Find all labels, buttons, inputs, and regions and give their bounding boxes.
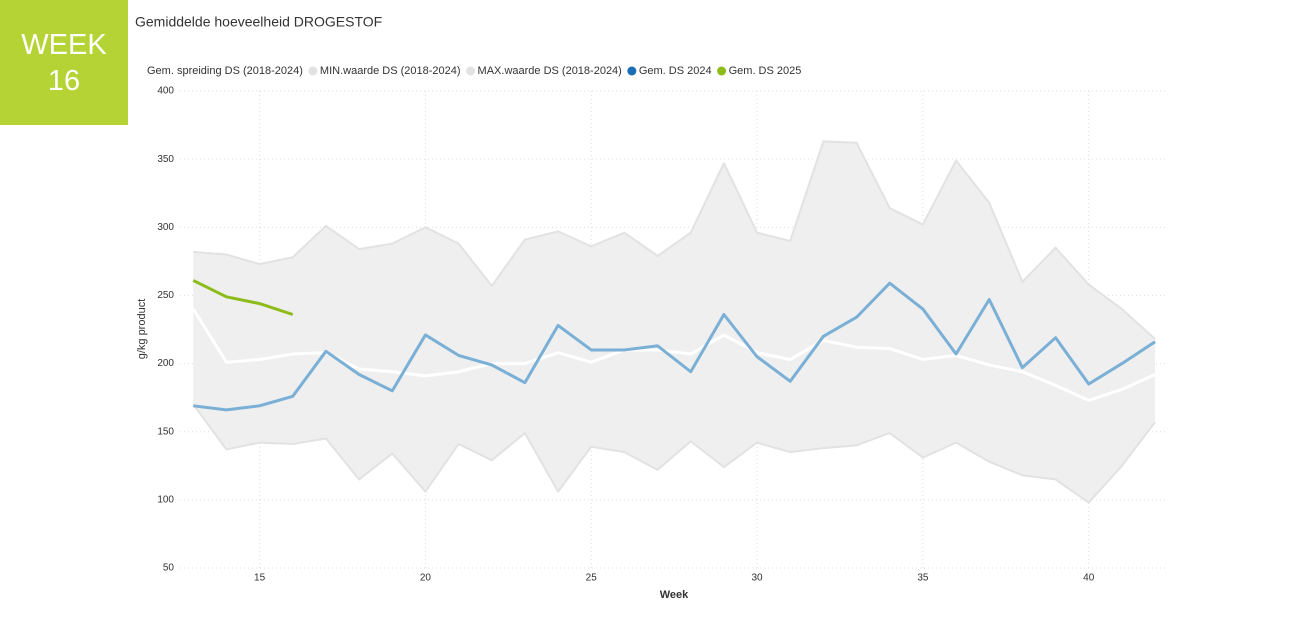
x-tick-label: 35 bbox=[917, 573, 929, 584]
legend-marker bbox=[466, 66, 476, 76]
y-tick-label: 50 bbox=[163, 563, 175, 574]
x-tick-label: 15 bbox=[254, 573, 266, 584]
legend-label: MAX.waarde DS (2018-2024) bbox=[478, 65, 622, 77]
x-tick-label: 25 bbox=[586, 573, 598, 584]
x-axis-label: Week bbox=[660, 589, 689, 601]
series-line bbox=[193, 281, 1156, 412]
y-tick-label: 200 bbox=[157, 358, 174, 369]
chart-title: Gemiddelde hoeveelheid DROGESTOF bbox=[135, 14, 382, 30]
y-tick-label: 150 bbox=[157, 426, 174, 437]
legend-marker bbox=[717, 66, 727, 76]
series-line bbox=[192, 279, 294, 316]
legend-marker bbox=[308, 66, 318, 76]
legend-marker bbox=[627, 66, 637, 76]
y-tick-label: 400 bbox=[157, 86, 174, 97]
x-tick-label: 30 bbox=[752, 573, 764, 584]
y-tick-label: 350 bbox=[157, 154, 174, 165]
week-badge: WEEK 16 bbox=[0, 0, 128, 125]
series-line bbox=[191, 308, 1156, 402]
badge-number: 16 bbox=[47, 65, 81, 97]
legend-label: Gem. DS 2024 bbox=[639, 65, 712, 77]
legend-label: Gem. spreiding DS (2018-2024) bbox=[147, 65, 303, 77]
y-tick-label: 100 bbox=[157, 494, 174, 505]
badge-text: WEEK bbox=[21, 29, 107, 61]
x-tick-label: 40 bbox=[1083, 573, 1095, 584]
series-line bbox=[192, 403, 1156, 504]
y-axis-label: g/kg product bbox=[136, 299, 148, 360]
legend-label: Gem. DS 2025 bbox=[729, 65, 802, 77]
series-line bbox=[193, 140, 1156, 340]
band-area bbox=[193, 141, 1156, 503]
x-tick-label: 20 bbox=[420, 573, 432, 584]
y-tick-label: 300 bbox=[157, 222, 174, 233]
legend-label: MIN.waarde DS (2018-2024) bbox=[320, 65, 461, 77]
y-tick-label: 250 bbox=[157, 290, 174, 301]
